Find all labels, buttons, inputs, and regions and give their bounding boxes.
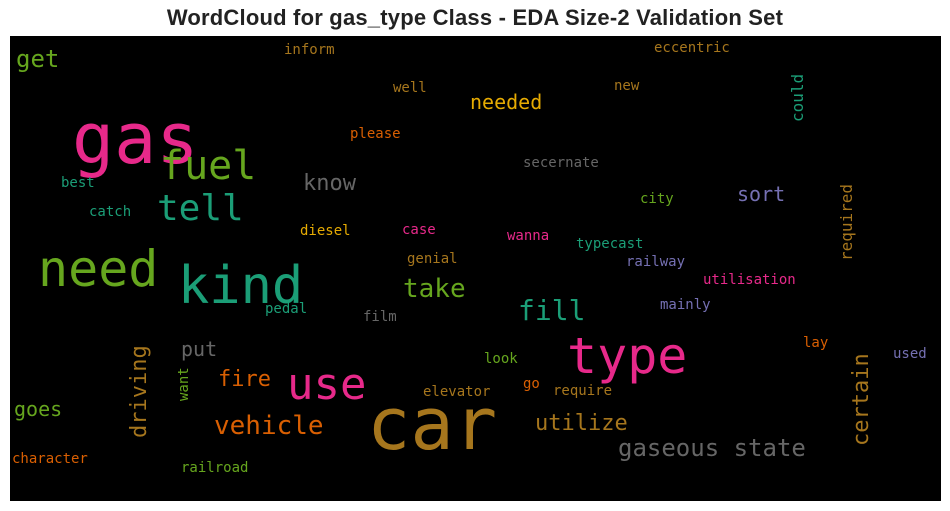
word-well: well (393, 80, 427, 96)
word-look: look (484, 351, 518, 367)
word-could: could (788, 74, 807, 122)
word-film: film (363, 309, 397, 325)
word-required: required (837, 184, 856, 261)
word-mainly: mainly (660, 297, 711, 313)
word-city: city (640, 191, 674, 207)
word-gaseous-state: gaseous state (618, 434, 806, 462)
word-new: new (614, 78, 640, 94)
word-know: know (303, 171, 357, 196)
word-use: use (287, 359, 366, 410)
chart-title: WordCloud for gas_type Class - EDA Size-… (166, 5, 784, 30)
word-kind: kind (178, 256, 303, 316)
word-vehicle: vehicle (214, 411, 324, 441)
word-used: used (893, 346, 927, 362)
word-railroad: railroad (181, 460, 248, 476)
word-fire: fire (218, 367, 271, 392)
word-genial: genial (407, 251, 458, 267)
word-want: want (176, 367, 192, 401)
word-case: case (402, 222, 436, 238)
word-secernate: secernate (523, 155, 599, 171)
word-utilisation: utilisation (703, 272, 796, 288)
word-pedal: pedal (265, 301, 307, 317)
word-diesel: diesel (300, 223, 351, 239)
word-goes: goes (14, 397, 62, 421)
word-utilize: utilize (535, 411, 628, 436)
word-type: type (567, 327, 687, 385)
word-driving: driving (127, 345, 152, 438)
word-wanna: wanna (507, 228, 549, 244)
word-car: car (367, 382, 497, 466)
word-tell: tell (157, 188, 244, 229)
word-lay: lay (803, 335, 828, 351)
word-railway: railway (626, 254, 685, 270)
word-go: go (523, 376, 540, 392)
word-certain: certain (849, 353, 874, 446)
word-get: get (16, 45, 59, 73)
word-inform: inform (284, 42, 335, 58)
word-catch: catch (89, 204, 131, 220)
word-require: require (553, 383, 612, 399)
word-need: need (38, 240, 158, 298)
word-best: best (61, 175, 95, 191)
word-needed: needed (470, 90, 542, 114)
word-gas: gas (72, 98, 198, 180)
word-sort: sort (737, 182, 785, 206)
word-fill: fill (518, 294, 585, 327)
word-elevator: elevator (423, 384, 490, 400)
wordcloud-background (10, 36, 941, 501)
word-please: please (350, 126, 401, 142)
word-typecast: typecast (576, 236, 643, 252)
word-take: take (403, 274, 466, 304)
word-character: character (12, 451, 88, 467)
word-put: put (181, 337, 217, 361)
word-eccentric: eccentric (654, 40, 730, 56)
word-fuel: fuel (160, 143, 256, 189)
